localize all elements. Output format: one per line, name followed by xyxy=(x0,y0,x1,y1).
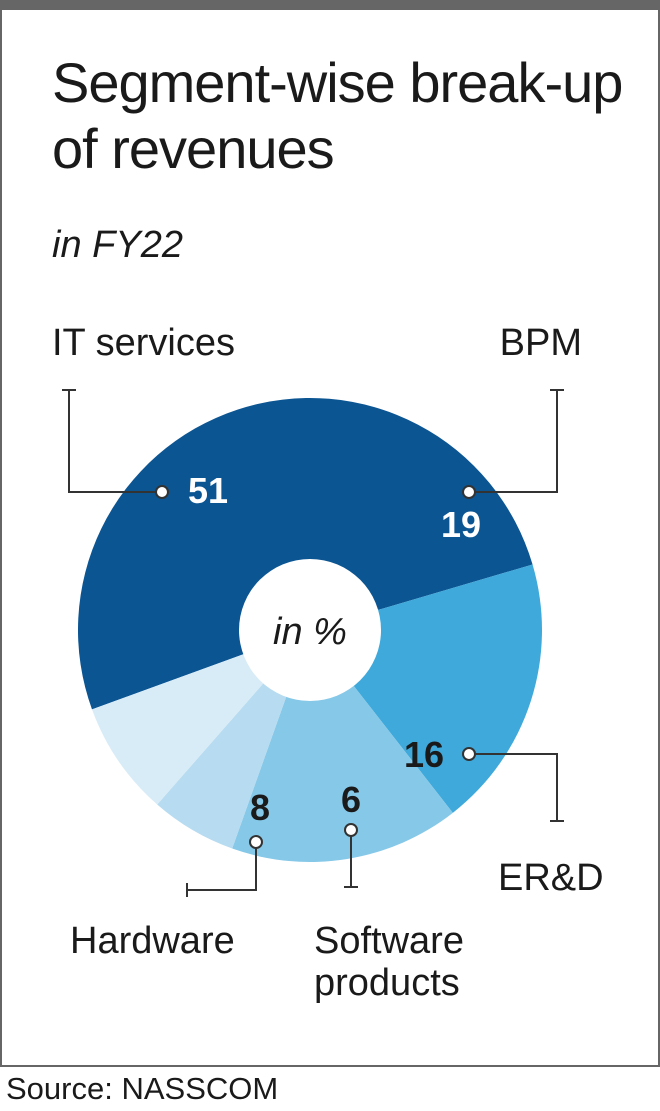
value-label-software-products: 6 xyxy=(341,779,361,820)
category-label-it-services: IT services xyxy=(52,322,235,364)
leader-line-er-d xyxy=(469,753,558,821)
dot-marker-it-services xyxy=(155,485,169,499)
value-label-hardware: 8 xyxy=(250,787,270,828)
value-label-it-services: 51 xyxy=(188,470,228,511)
slice-it-services xyxy=(77,398,533,710)
frame-right xyxy=(658,10,660,1065)
dot-marker-er-d xyxy=(462,747,476,761)
source-note: Source: NASSCOM xyxy=(6,1071,279,1106)
leader-line-hardware xyxy=(187,842,257,891)
donut-hole xyxy=(239,559,381,701)
chart-subtitle: in FY22 xyxy=(52,224,183,266)
bottom-rule xyxy=(0,1065,660,1067)
frame-left xyxy=(0,10,2,1065)
category-label-er-d: ER&D xyxy=(498,857,604,899)
value-label-bpm: 19 xyxy=(441,504,481,545)
category-label-bpm: BPM xyxy=(500,322,582,364)
top-rule xyxy=(0,0,660,10)
dot-marker-bpm xyxy=(462,485,476,499)
leader-line-it-services xyxy=(68,390,162,493)
category-label-software-products: Software products xyxy=(314,920,464,1004)
value-label-er-d: 16 xyxy=(404,734,444,775)
center-label: in % xyxy=(273,611,347,653)
slice-er-d xyxy=(232,630,453,863)
category-label-hardware: Hardware xyxy=(70,920,235,962)
dot-marker-hardware xyxy=(249,835,263,849)
dot-marker-software-products xyxy=(344,823,358,837)
leader-line-bpm xyxy=(469,390,558,493)
chart-title: Segment-wise break-up of revenues xyxy=(52,51,623,180)
